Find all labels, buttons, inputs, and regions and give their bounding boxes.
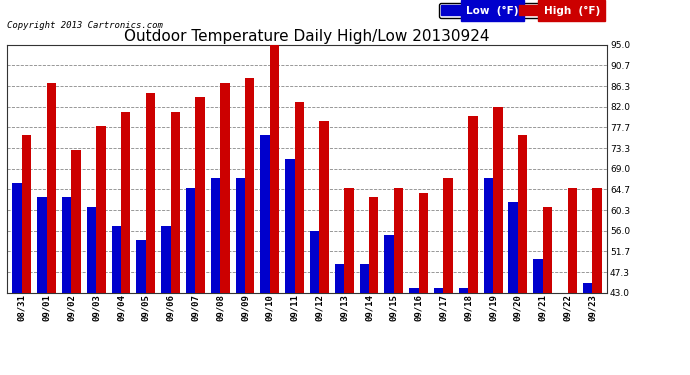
Bar [459,288,469,375]
Bar [285,159,295,375]
Bar [295,102,304,375]
Bar [137,240,146,375]
Bar [469,116,477,375]
Bar [121,112,130,375]
Bar [533,259,543,375]
Bar [235,178,245,375]
Bar [509,202,518,375]
Bar [195,98,205,375]
Bar [567,188,577,375]
Text: Copyright 2013 Cartronics.com: Copyright 2013 Cartronics.com [7,21,163,30]
Bar [484,178,493,375]
Bar [47,83,56,375]
Bar [543,207,552,375]
Bar [112,226,121,375]
Bar [87,207,96,375]
Legend: Low  (°F), High  (°F): Low (°F), High (°F) [439,3,602,18]
Bar [359,264,369,375]
Bar [211,178,220,375]
Bar [434,288,444,375]
Bar [310,231,319,375]
Bar [186,188,195,375]
Bar [220,83,230,375]
Bar [444,178,453,375]
Bar [384,236,394,375]
Bar [319,121,329,375]
Bar [270,45,279,375]
Bar [335,264,344,375]
Bar [493,107,502,375]
Bar [583,283,592,375]
Bar [146,93,155,375]
Bar [394,188,403,375]
Bar [260,135,270,375]
Bar [518,135,527,375]
Bar [409,288,419,375]
Bar [419,192,428,375]
Bar [344,188,354,375]
Bar [22,135,31,375]
Bar [170,112,180,375]
Title: Outdoor Temperature Daily High/Low 20130924: Outdoor Temperature Daily High/Low 20130… [124,29,490,44]
Bar [96,126,106,375]
Bar [592,188,602,375]
Bar [62,197,71,375]
Bar [369,197,379,375]
Bar [71,150,81,375]
Bar [558,292,567,375]
Bar [245,78,255,375]
Bar [12,183,22,375]
Bar [37,197,47,375]
Bar [161,226,170,375]
